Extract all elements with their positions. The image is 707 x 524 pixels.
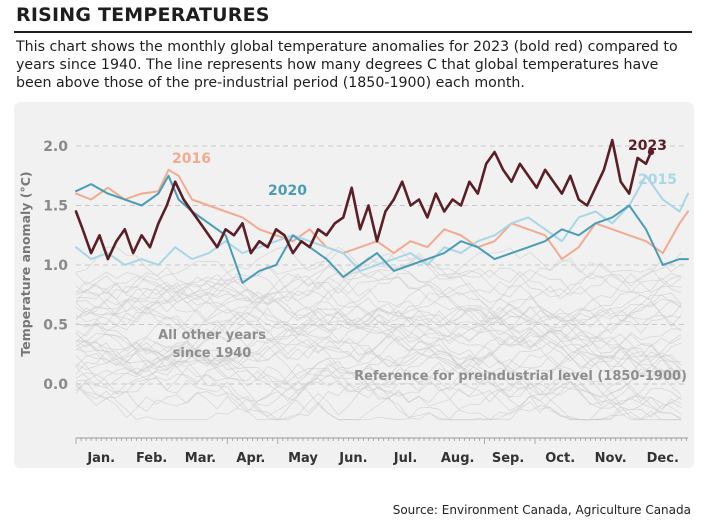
x-axis: Jan. Feb. Mar. Apr. May Jun. Jul. Aug. Sep. Oct. N… (75, 437, 688, 466)
other-year-line (75, 314, 682, 421)
chart-labels: 2.0 1.5 1.0 0.5 0.0 Temperature anomaly (°C) 2… (18, 138, 687, 393)
other-year-line (75, 255, 682, 394)
series-label-2020: 2020 (268, 183, 307, 199)
other-year-line (75, 256, 682, 329)
other-years-label: since 1940 (173, 346, 252, 361)
month-label: Jan. (86, 451, 115, 466)
month-label: Feb. (136, 451, 167, 466)
month-label: Mar. (185, 451, 216, 466)
month-label: Jun. (338, 451, 367, 466)
month-label: Jul. (393, 451, 418, 466)
y-tick-label: 1.0 (43, 258, 68, 274)
other-year-line (75, 252, 682, 307)
other-year-line (75, 311, 682, 381)
y-tick-label: 0.5 (43, 318, 68, 334)
series-line-2020 (75, 174, 689, 284)
reference-label: Reference for preindustrial level (1850-… (354, 369, 687, 384)
other-year-line (75, 311, 682, 371)
y-axis-label: Temperature anomaly (°C) (18, 171, 33, 356)
other-year-line (75, 272, 682, 344)
chart-panel: Jan. Feb. Mar. Apr. May Jun. Jul. Aug. Sep. Oct. N… (14, 102, 694, 468)
series-label-2016: 2016 (172, 151, 211, 167)
y-tick-label: 0.0 (43, 377, 68, 393)
other-years-lines (75, 246, 682, 421)
other-year-line (75, 307, 682, 403)
other-year-line (75, 368, 682, 421)
other-year-line (75, 259, 682, 315)
month-label: Oct. (545, 451, 575, 466)
series-end-marker (647, 148, 655, 156)
other-year-line (75, 251, 682, 313)
source-credit: Source: Environment Canada, Agriculture … (392, 503, 691, 517)
other-year-line (75, 246, 682, 316)
grid-lines (76, 145, 688, 385)
month-label: Apr. (236, 451, 265, 466)
other-year-line (75, 306, 682, 411)
title-divider (14, 31, 692, 33)
series-lines (74, 138, 689, 284)
other-year-line (75, 361, 682, 421)
other-year-line (75, 294, 682, 395)
series-line-2023 (74, 138, 653, 261)
other-year-line (75, 269, 682, 322)
series-label-2023: 2023 (628, 138, 667, 154)
other-year-line (75, 303, 682, 402)
other-year-line (75, 264, 682, 373)
other-year-line (75, 310, 682, 376)
other-year-line (75, 328, 682, 394)
month-label: Dec. (647, 451, 679, 466)
other-year-line (75, 322, 682, 421)
other-year-line (75, 330, 682, 419)
other-year-line (75, 321, 682, 380)
y-tick-label: 2.0 (43, 139, 68, 155)
series-label-2015: 2015 (638, 172, 677, 188)
month-label: May (288, 451, 318, 466)
page-title: RISING TEMPERATURES (16, 4, 270, 26)
other-years-label: All other years (158, 328, 266, 343)
other-year-line (75, 297, 682, 396)
y-tick-label: 1.5 (43, 199, 68, 215)
other-year-line (75, 297, 682, 363)
other-year-line (75, 358, 682, 421)
temperature-chart: Jan. Feb. Mar. Apr. May Jun. Jul. Aug. Sep. Oct. N… (18, 138, 689, 466)
month-label: Aug. (441, 451, 475, 466)
month-label: Nov. (595, 451, 627, 466)
chart-description: This chart shows the monthly global temp… (16, 39, 678, 91)
month-label: Sep. (492, 451, 524, 466)
